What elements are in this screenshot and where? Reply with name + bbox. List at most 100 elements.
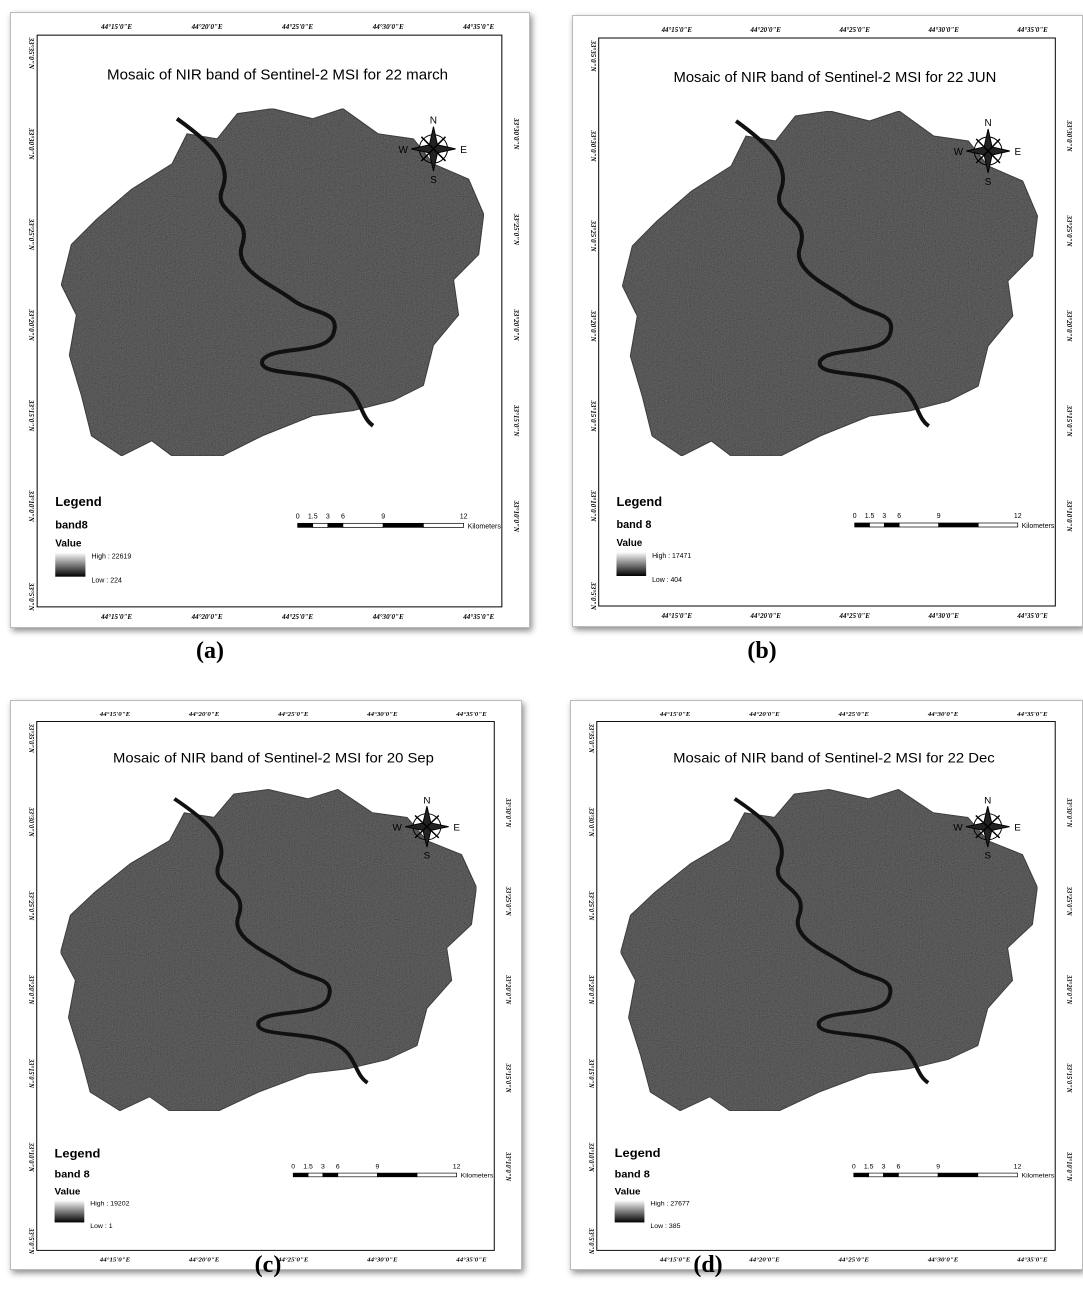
latitude-label: 33°35'0"N: [587, 723, 594, 754]
latitude-label: 33°10'0"N: [27, 490, 35, 523]
latitude-label: 33°20'0"N: [589, 309, 597, 342]
compass-s: S: [985, 177, 992, 188]
latitude-label: 33°10'0"N: [1065, 1151, 1072, 1182]
scale-segment: [383, 523, 423, 527]
latitude-label: 33°10'0"N: [27, 1142, 34, 1173]
legend-value: Value: [55, 538, 82, 549]
legend-high: High : 27677: [650, 1201, 690, 1208]
longitude-label: 44°20'0"E: [750, 26, 782, 34]
scale-unit: Kilometers: [1022, 523, 1055, 530]
longitude-label: 44°25'0"E: [281, 613, 313, 621]
scale-tick: 3: [321, 1164, 325, 1171]
latitude-label: 33°20'0"N: [1065, 974, 1072, 1005]
longitude-label: 44°20'0"E: [191, 23, 223, 31]
longitude-label: 44°15'0"E: [99, 1257, 131, 1264]
longitude-label: 44°30'0"E: [372, 613, 404, 621]
map-title: Mosaic of NIR band of Sentinel-2 MSI for…: [673, 70, 996, 86]
compass-e: E: [1014, 823, 1021, 834]
longitude-label: 44°25'0"E: [838, 1257, 870, 1264]
mosaic: [61, 789, 477, 1110]
latitude-label: 33°15'0"N: [1065, 1063, 1072, 1094]
scale-segment: [869, 1173, 884, 1177]
scale-tick: 6: [341, 513, 345, 520]
scale-segment: [293, 1173, 308, 1177]
longitude-label: 44°20'0"E: [748, 711, 780, 718]
longitude-label: 44°20'0"E: [191, 613, 223, 621]
latitude-label: 33°25'0"N: [589, 219, 597, 252]
legend-band: band 8: [55, 1169, 90, 1181]
longitude-label: 44°30'0"E: [927, 711, 959, 718]
compass-w: W: [399, 145, 409, 156]
scale-segment: [854, 1173, 869, 1177]
latitude-label: 33°20'0"N: [27, 308, 35, 341]
legend-value: Value: [616, 538, 642, 549]
legend-high: High : 19202: [90, 1201, 130, 1208]
scale-tick: 0: [852, 1164, 856, 1171]
latitude-label: 33°10'0"N: [1065, 499, 1073, 532]
scale-segment: [938, 1173, 978, 1177]
legend-ramp: [616, 552, 646, 576]
longitude-label: 44°25'0"E: [839, 612, 871, 620]
compass-s: S: [430, 175, 437, 186]
compass-s: S: [424, 851, 431, 862]
compass-e: E: [460, 145, 467, 156]
latitude-label: 33°30'0"N: [587, 807, 594, 838]
longitude-label: 44°25'0"E: [839, 26, 871, 34]
longitude-label: 44°35'0"E: [455, 1257, 487, 1264]
scale-tick: 1.5: [864, 1164, 874, 1171]
latitude-label: 33°25'0"N: [27, 890, 34, 921]
map-title: Mosaic of NIR band of Sentinel-2 MSI for…: [107, 66, 448, 83]
longitude-label: 44°30'0"E: [372, 23, 404, 31]
longitude-label: 44°35'0"E: [462, 613, 494, 621]
legend-value: Value: [615, 1187, 642, 1198]
latitude-label: 33°10'0"N: [587, 1142, 594, 1173]
map-title: Mosaic of NIR band of Sentinel-2 MSI for…: [673, 751, 995, 766]
scale-unit: Kilometers: [1021, 1173, 1054, 1180]
longitude-label: 44°35'0"E: [455, 711, 487, 718]
longitude-label: 44°15'0"E: [659, 711, 691, 718]
compass-e: E: [1014, 147, 1021, 158]
scale-segment: [939, 523, 979, 527]
mosaic: [622, 111, 1037, 456]
longitude-label: 44°25'0"E: [838, 711, 870, 718]
legend-title: Legend: [55, 1147, 101, 1161]
latitude-label: 33°25'0"N: [1065, 214, 1073, 247]
longitude-label: 44°25'0"E: [281, 23, 313, 31]
longitude-label: 44°15'0"E: [99, 711, 131, 718]
scale-tick: 3: [882, 513, 886, 520]
latitude-label: 33°5'0"N: [27, 1227, 34, 1255]
caption: (b): [702, 638, 822, 665]
legend-low: Low : 1: [90, 1223, 113, 1230]
scale-segment: [978, 1173, 1018, 1177]
map-title: Mosaic of NIR band of Sentinel-2 MSI for…: [113, 751, 434, 767]
caption: (d): [648, 1252, 768, 1279]
scale-tick: 12: [1014, 513, 1022, 520]
legend-band: band8: [55, 519, 88, 531]
scale-tick: 3: [326, 513, 330, 520]
compass-n: N: [430, 116, 437, 127]
compass-n: N: [423, 796, 430, 807]
scale-tick: 9: [936, 1164, 940, 1171]
scale-tick: 1.5: [308, 513, 318, 520]
scale-tick: 3: [882, 1164, 886, 1171]
scale-segment: [313, 523, 328, 527]
latitude-label: 33°20'0"N: [1065, 309, 1073, 342]
longitude-label: 44°25'0"E: [277, 711, 309, 718]
scale-tick: 6: [897, 513, 901, 520]
legend-ramp: [55, 553, 85, 577]
compass-n: N: [985, 118, 992, 129]
scale-segment: [328, 523, 343, 527]
legend-ramp: [615, 1200, 645, 1222]
longitude-label: 44°20'0"E: [750, 612, 782, 620]
scale-tick: 6: [336, 1164, 340, 1171]
longitude-label: 44°15'0"E: [661, 612, 693, 620]
latitude-label: 33°15'0"N: [587, 1058, 594, 1089]
latitude-label: 33°30'0"N: [1065, 797, 1072, 828]
scale-segment: [423, 523, 463, 527]
latitude-label: 33°25'0"N: [587, 890, 594, 921]
